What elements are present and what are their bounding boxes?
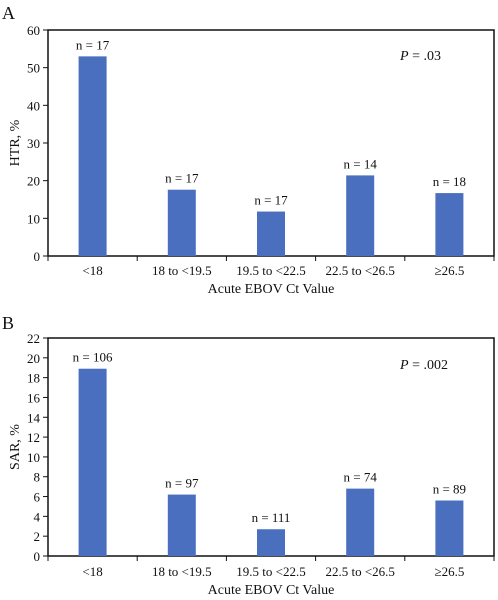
- panel-b-y-tick-label: 10: [27, 450, 40, 465]
- panel-b-category-label: 18 to <19.5: [152, 564, 212, 579]
- panel-b-p-number: = .002: [409, 358, 448, 373]
- panel-a-bar-count-label: n = 17: [76, 37, 110, 52]
- panel-b-label: B: [2, 313, 14, 333]
- panel-a-y-tick-label: 50: [27, 61, 40, 76]
- panel-b-bar: [346, 488, 375, 556]
- panel-a-bar-count-label: n = 18: [433, 174, 466, 189]
- panel-a-category-label: 19.5 to <22.5: [236, 263, 305, 278]
- panel-a-category-label: ≥26.5: [434, 263, 464, 278]
- panel-a-p-value: P = .03: [399, 49, 441, 64]
- panel-b-bar-count-label: n = 106: [73, 350, 113, 365]
- panel-a-bar-count-label: n = 14: [344, 156, 378, 171]
- panel-a-bar: [346, 175, 375, 256]
- panel-a-category-label: <18: [82, 263, 102, 278]
- panel-b-bar: [167, 494, 196, 556]
- panel-a-p-number: = .03: [409, 49, 441, 64]
- panel-a-bar: [257, 211, 285, 256]
- panel-b-y-axis: 0 2 4 6 8 10 12 14 16 18 20 22: [27, 331, 48, 564]
- panel-b-bar: [257, 529, 285, 556]
- panel-b-y-tick-label: 6: [34, 490, 41, 505]
- panel-a-y-axis: 0 10 20 30 40 50 60: [27, 23, 48, 264]
- panel-b-category-label: 22.5 to <26.5: [325, 564, 394, 579]
- panel-a-y-tick-label: 40: [27, 98, 40, 113]
- panel-b-p-value: P = .002: [399, 358, 448, 373]
- panel-b-y-tick-label: 0: [34, 549, 41, 564]
- panel-a-bar-count-label: n = 17: [254, 193, 288, 208]
- panel-b-bar: [78, 368, 107, 556]
- panel-b-bar-count-label: n = 74: [344, 470, 378, 485]
- panel-a-y-tick-label: 30: [27, 136, 40, 151]
- panel-b-bar-count-label: n = 97: [165, 476, 199, 491]
- panel-b-y-tick-label: 14: [27, 410, 41, 425]
- panel-b-y-tick-label: 2: [34, 529, 41, 544]
- panel-b-y-tick-label: 18: [27, 371, 40, 386]
- panel-a-category-label: 18 to <19.5: [152, 263, 212, 278]
- panel-a-y-axis-label: HTR, %: [8, 119, 23, 166]
- panel-b-bar-count-label: n = 111: [252, 510, 291, 525]
- panel-a-p-symbol: P: [399, 49, 409, 64]
- panel-a-y-tick-label: 60: [27, 23, 40, 38]
- panel-a-bar: [167, 189, 196, 256]
- panel-a-x-axis-label: Acute EBOV Ct Value: [208, 282, 335, 297]
- panel-b-bar: [435, 500, 464, 556]
- panel-b-y-tick-label: 12: [27, 430, 40, 445]
- panel-b-category-label: 19.5 to <22.5: [236, 564, 305, 579]
- panel-b-bars: n = 106 n = 97 n = 111 n = 74 n = 89: [73, 350, 466, 556]
- panel-a-y-tick-label: 0: [34, 249, 41, 264]
- panel-a-y-tick-label: 10: [27, 211, 40, 226]
- panel-b-y-axis-label: SAR, %: [8, 424, 23, 470]
- panel-b-y-tick-label: 22: [27, 331, 40, 346]
- panel-a-bar: [435, 193, 464, 256]
- panel-a-x-axis: <18 18 to <19.5 19.5 to <22.5 22.5 to <26.5…: [47, 256, 495, 278]
- panel-b-y-tick-label: 8: [34, 470, 41, 485]
- panel-a-y-tick-label: 20: [27, 174, 40, 189]
- panel-b-x-axis-label: Acute EBOV Ct Value: [208, 583, 335, 598]
- panel-b-category-label: <18: [82, 564, 102, 579]
- panel-a: A 0 10 20 30 40 50 60 n = 17 n = 17 n = 17 n = 14…: [2, 3, 495, 297]
- panel-b-x-axis: <18 18 to <19.5 19.5 to <22.5 22.5 to <26.5…: [47, 556, 495, 579]
- panel-b-p-symbol: P: [399, 358, 409, 373]
- panel-b-bar-count-label: n = 89: [433, 482, 466, 497]
- panel-a-bars: n = 17 n = 17 n = 17 n = 14 n = 18: [76, 37, 466, 256]
- panel-b-y-tick-label: 16: [27, 390, 41, 405]
- panel-a-bar: [78, 56, 107, 256]
- panel-b-y-tick-label: 4: [34, 509, 41, 524]
- panel-a-category-label: 22.5 to <26.5: [325, 263, 394, 278]
- panel-b-y-tick-label: 20: [27, 351, 40, 366]
- panel-a-bar-count-label: n = 17: [165, 171, 199, 186]
- panel-a-label: A: [2, 3, 15, 23]
- panel-b-category-label: ≥26.5: [434, 564, 464, 579]
